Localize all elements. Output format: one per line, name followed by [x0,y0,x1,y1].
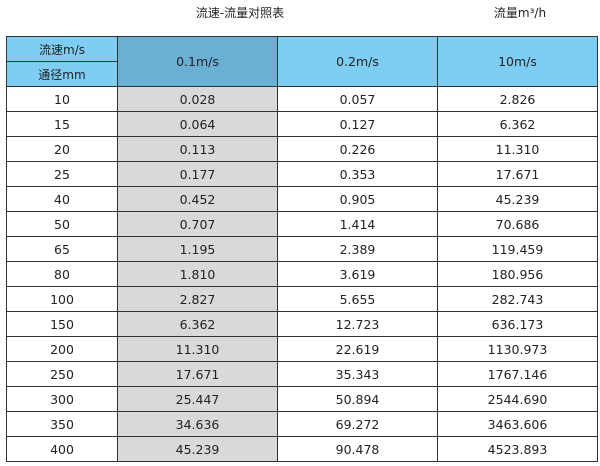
flow-cell: 4523.893 [437,436,598,462]
flow-cell: 180.956 [437,261,598,287]
column-header-10: 10m/s [437,36,598,87]
diameter-cell: 25 [6,161,118,187]
column-header-0.1: 0.1m/s [117,36,278,87]
flow-cell: 0.127 [277,111,438,137]
flow-cell: 2544.690 [437,386,598,412]
flow-cell: 0.177 [117,161,278,187]
table-row: 300 25.447 50.894 2544.690 [6,386,598,412]
diameter-cell: 100 [6,286,118,312]
diameter-cell: 150 [6,311,118,337]
table-row: 80 1.810 3.619 180.956 [6,261,598,287]
flow-cell: 3.619 [277,261,438,287]
flow-table: 流速m/s 0.1m/s 0.2m/s 10m/s 通径mm 10 0.028 0.… [6,36,598,462]
table-row: 250 17.671 35.343 1767.146 [6,361,598,387]
diameter-cell: 350 [6,411,118,437]
flow-cell: 34.636 [117,411,278,437]
flow-cell: 1130.973 [437,336,598,362]
diameter-cell: 15 [6,111,118,137]
table-row: 350 34.636 69.272 3463.606 [6,411,598,437]
table-row: 15 0.064 0.127 6.362 [6,111,598,137]
flow-cell: 17.671 [437,161,598,187]
diameter-cell: 200 [6,336,118,362]
table-row: 65 1.195 2.389 119.459 [6,236,598,262]
diameter-cell: 250 [6,361,118,387]
flow-cell: 22.619 [277,336,438,362]
flow-cell: 0.905 [277,186,438,212]
flow-cell: 0.028 [117,86,278,112]
table-row: 100 2.827 5.655 282.743 [6,286,598,312]
flow-cell: 2.827 [117,286,278,312]
flow-cell: 45.239 [437,186,598,212]
table-row: 50 0.707 1.414 70.686 [6,211,598,237]
flow-cell: 0.452 [117,186,278,212]
flow-cell: 70.686 [437,211,598,237]
diameter-cell: 40 [6,186,118,212]
table-row: 25 0.177 0.353 17.671 [6,161,598,187]
flow-cell: 0.064 [117,111,278,137]
flow-cell: 69.272 [277,411,438,437]
flow-cell: 0.353 [277,161,438,187]
table-title: 流速-流量对照表 [195,6,285,20]
table-row: 20 0.113 0.226 11.310 [6,136,598,162]
diameter-cell: 65 [6,236,118,262]
flow-cell: 2.389 [277,236,438,262]
diameter-cell: 50 [6,211,118,237]
flow-cell: 3463.606 [437,411,598,437]
diameter-cell: 400 [6,436,118,462]
flow-cell: 6.362 [437,111,598,137]
diameter-cell: 20 [6,136,118,162]
flow-cell: 1767.146 [437,361,598,387]
flow-cell: 0.707 [117,211,278,237]
flow-cell: 50.894 [277,386,438,412]
flow-cell: 1.810 [117,261,278,287]
unit-label: 流量m³/h [493,6,547,20]
flow-cell: 90.478 [277,436,438,462]
flow-cell: 636.173 [437,311,598,337]
column-header-0.2: 0.2m/s [277,36,438,87]
diameter-cell: 300 [6,386,118,412]
table-row: 40 0.452 0.905 45.239 [6,186,598,212]
flow-cell: 17.671 [117,361,278,387]
flow-cell: 6.362 [117,311,278,337]
flow-cell: 25.447 [117,386,278,412]
flow-cell: 5.655 [277,286,438,312]
flow-cell: 0.113 [117,136,278,162]
flow-cell: 45.239 [117,436,278,462]
flow-cell: 0.226 [277,136,438,162]
table-row: 10 0.028 0.057 2.826 [6,86,598,112]
diameter-cell: 10 [6,86,118,112]
flow-cell: 11.310 [117,336,278,362]
flow-cell: 282.743 [437,286,598,312]
table-row: 400 45.239 90.478 4523.893 [6,436,598,462]
diameter-cell: 80 [6,261,118,287]
flow-cell: 0.057 [277,86,438,112]
flow-cell: 35.343 [277,361,438,387]
flow-cell: 1.414 [277,211,438,237]
flow-cell: 12.723 [277,311,438,337]
table-row: 200 11.310 22.619 1130.973 [6,336,598,362]
flow-cell: 1.195 [117,236,278,262]
diameter-header: 通径mm [6,61,118,87]
flow-cell: 11.310 [437,136,598,162]
velocity-header: 流速m/s [6,36,118,62]
table-row: 150 6.362 12.723 636.173 [6,311,598,337]
flow-cell: 2.826 [437,86,598,112]
flow-cell: 119.459 [437,236,598,262]
